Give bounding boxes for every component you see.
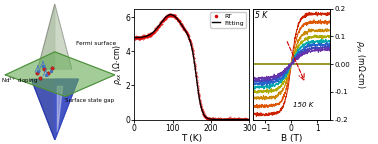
Y-axis label: $\rho_{xx}$ ($\Omega$$\cdot$cm): $\rho_{xx}$ ($\Omega$$\cdot$cm) [111, 44, 124, 85]
Polygon shape [5, 52, 115, 96]
Text: 150 K: 150 K [293, 102, 313, 108]
Polygon shape [57, 86, 63, 132]
Polygon shape [38, 4, 72, 69]
Text: Surface state gap: Surface state gap [65, 98, 114, 103]
Legend: RT, Fitting: RT, Fitting [211, 12, 246, 28]
Text: Nd$^{3+}$ doping: Nd$^{3+}$ doping [1, 75, 39, 86]
Text: Fermi surface: Fermi surface [76, 41, 116, 46]
Polygon shape [55, 79, 78, 140]
X-axis label: T (K): T (K) [181, 134, 202, 143]
Y-axis label: $\rho_{yx}$ (m$\Omega$$\cdot$cm): $\rho_{yx}$ (m$\Omega$$\cdot$cm) [353, 40, 366, 88]
X-axis label: B (T): B (T) [280, 134, 302, 143]
Polygon shape [38, 4, 55, 69]
Polygon shape [31, 79, 78, 140]
Text: 5 K: 5 K [254, 11, 267, 19]
